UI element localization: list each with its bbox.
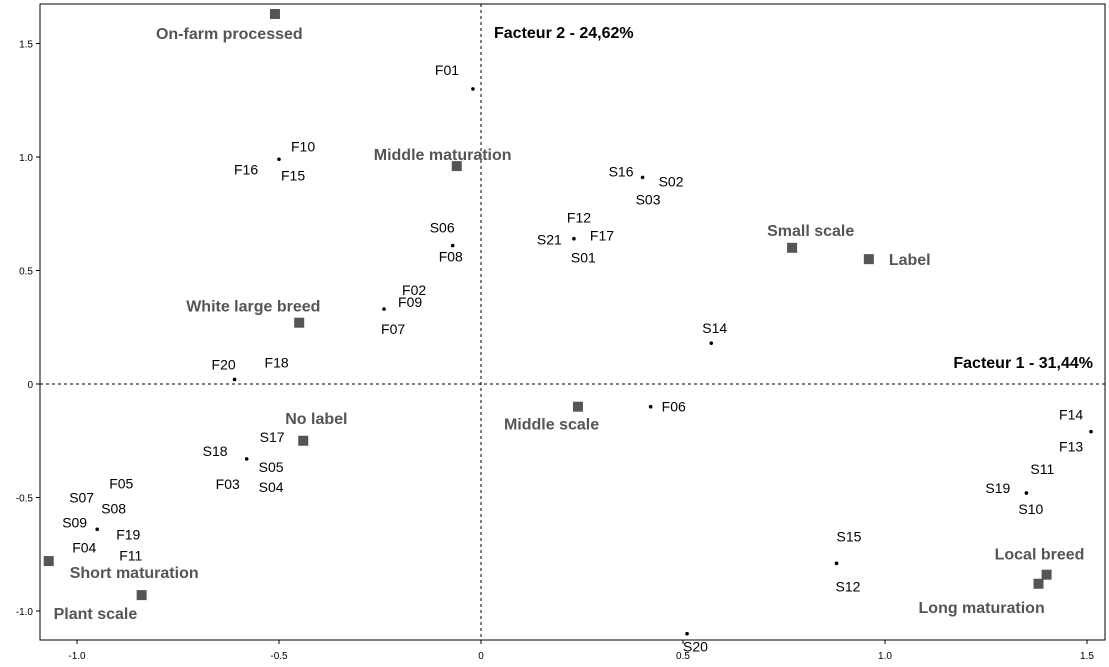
- modality-label-small-scale: Small scale: [767, 223, 854, 240]
- observation-point: [244, 457, 249, 461]
- observation-point: [277, 157, 281, 162]
- observation-point: [834, 561, 839, 566]
- observation-label-s05: S05: [259, 459, 284, 475]
- observation-label-f04: F04: [72, 539, 96, 555]
- observation-point: [471, 87, 475, 91]
- modality-marker-local-breed: [1041, 569, 1052, 580]
- observation-points: [95, 87, 1093, 636]
- observation-label-f01: F01: [435, 62, 459, 78]
- observation-label-f19: F19: [116, 526, 140, 542]
- modality-label-long-maturation: Long maturation: [919, 600, 1045, 617]
- modality-marker-long-maturation: [1033, 578, 1044, 589]
- observation-label-s21: S21: [537, 232, 562, 248]
- modality-label-plant-scale: Plant scale: [54, 606, 138, 623]
- observation-label-s15: S15: [837, 528, 862, 544]
- observation-label-s09: S09: [62, 514, 87, 530]
- observation-label-f08: F08: [439, 249, 463, 265]
- observation-label-s04: S04: [259, 479, 284, 495]
- x-tick-label: -0.5: [270, 651, 288, 662]
- modality-marker-no-label: [298, 435, 309, 446]
- observation-label-f15: F15: [281, 167, 305, 183]
- observation-label-s19: S19: [985, 480, 1010, 496]
- observation-label-s10: S10: [1018, 501, 1043, 517]
- observation-point: [95, 527, 99, 532]
- modality-marker-white-large-breed: [294, 317, 305, 328]
- observation-point: [1024, 491, 1029, 495]
- y-tick-label: 1.0: [19, 153, 33, 164]
- axis-ticks: -1.0 -0.5 0 0.5 1.0 1.5 -1.0 -0.5 0 0.5 1.0 1.5: [16, 40, 1095, 663]
- observation-label-s06: S06: [430, 220, 455, 236]
- observation-label-s18: S18: [203, 443, 228, 459]
- modality-label-middle-scale: Middle scale: [504, 417, 599, 434]
- observation-point: [450, 243, 455, 248]
- observation-label-s14: S14: [702, 320, 727, 336]
- modality-marker-on-farm-processed: [269, 8, 280, 19]
- observation-label-s02: S02: [659, 173, 684, 189]
- modality-label-white-large-breed: White large breed: [186, 299, 320, 316]
- observation-point: [1089, 429, 1093, 434]
- observation-point: [709, 341, 714, 345]
- observation-label-s20: S20: [683, 639, 708, 655]
- observation-point: [640, 175, 645, 180]
- observation-label-f07: F07: [381, 321, 405, 337]
- observation-label-f03: F03: [216, 476, 240, 492]
- observation-label-f16: F16: [234, 161, 258, 177]
- modality-marker-middle-maturation: [451, 161, 462, 172]
- modality-marker-short-maturation: [43, 556, 54, 567]
- observation-label-f14: F14: [1059, 407, 1083, 423]
- observation-label-s07: S07: [69, 489, 94, 505]
- observation-label-f10: F10: [291, 138, 315, 154]
- x-tick-label: 1.5: [1080, 651, 1094, 662]
- modality-marker-label: [863, 254, 874, 265]
- point-labels: F01 F10 F16 F15 S16 S02 S03 F12 S21 F17 S01 S06 F08 F…: [54, 26, 1085, 655]
- observation-label-f02: F02: [402, 282, 426, 298]
- x-tick-label: -1.0: [68, 651, 86, 662]
- x-tick-label: 0.5: [676, 651, 690, 662]
- observation-label-f17: F17: [590, 228, 614, 244]
- observation-label-f06: F06: [662, 399, 686, 415]
- modality-marker-plant-scale: [136, 590, 147, 601]
- modality-points: [43, 8, 1052, 601]
- observation-label-f11: F11: [119, 547, 142, 563]
- y-tick-label: 0.5: [19, 267, 33, 278]
- zero-axes: [40, 4, 1105, 640]
- observation-label-s03: S03: [636, 191, 661, 207]
- observation-label-s17: S17: [260, 429, 285, 445]
- observation-point: [685, 631, 689, 636]
- observation-point: [648, 404, 653, 409]
- observation-label-s01: S01: [571, 250, 596, 266]
- y-tick-label: 0: [27, 380, 33, 391]
- y-tick-label: -1.0: [16, 607, 34, 618]
- observation-label-f09: F09: [398, 294, 422, 310]
- modality-label-short-maturation: Short maturation: [70, 565, 199, 582]
- observation-label-s16: S16: [609, 163, 634, 179]
- observation-point: [382, 307, 386, 311]
- modality-marker-middle-scale: [572, 401, 583, 412]
- observation-label-f18: F18: [265, 354, 289, 370]
- modality-marker-small-scale: [787, 242, 798, 253]
- y-tick-label: 1.5: [19, 40, 33, 51]
- observation-label-s12: S12: [836, 578, 861, 594]
- observation-label-f12: F12: [567, 210, 591, 226]
- modality-label-label: Label: [889, 252, 931, 269]
- observation-point: [572, 236, 576, 241]
- y-tick-label: -0.5: [16, 494, 34, 505]
- plot-frame: [39, 3, 1106, 641]
- modality-label-middle-maturation: Middle maturation: [374, 147, 512, 164]
- modality-label-local-breed: Local breed: [995, 547, 1085, 564]
- observation-label-f20: F20: [212, 356, 236, 372]
- x-axis-title: Facteur 1 - 31,44%: [953, 355, 1093, 372]
- x-tick-label: 0: [478, 651, 484, 662]
- observation-label-s11: S11: [1030, 461, 1054, 477]
- modality-label-no-label: No label: [285, 411, 347, 428]
- modality-label-on-farm-processed: On-farm processed: [156, 26, 303, 43]
- observation-label-s08: S08: [101, 500, 126, 516]
- x-tick-label: 1.0: [878, 651, 892, 662]
- plot-border: [39, 3, 1106, 641]
- observation-label-f05: F05: [109, 475, 133, 491]
- y-axis-title: Facteur 2 - 24,62%: [494, 25, 634, 42]
- observation-point: [232, 377, 237, 382]
- observation-label-f13: F13: [1059, 439, 1083, 455]
